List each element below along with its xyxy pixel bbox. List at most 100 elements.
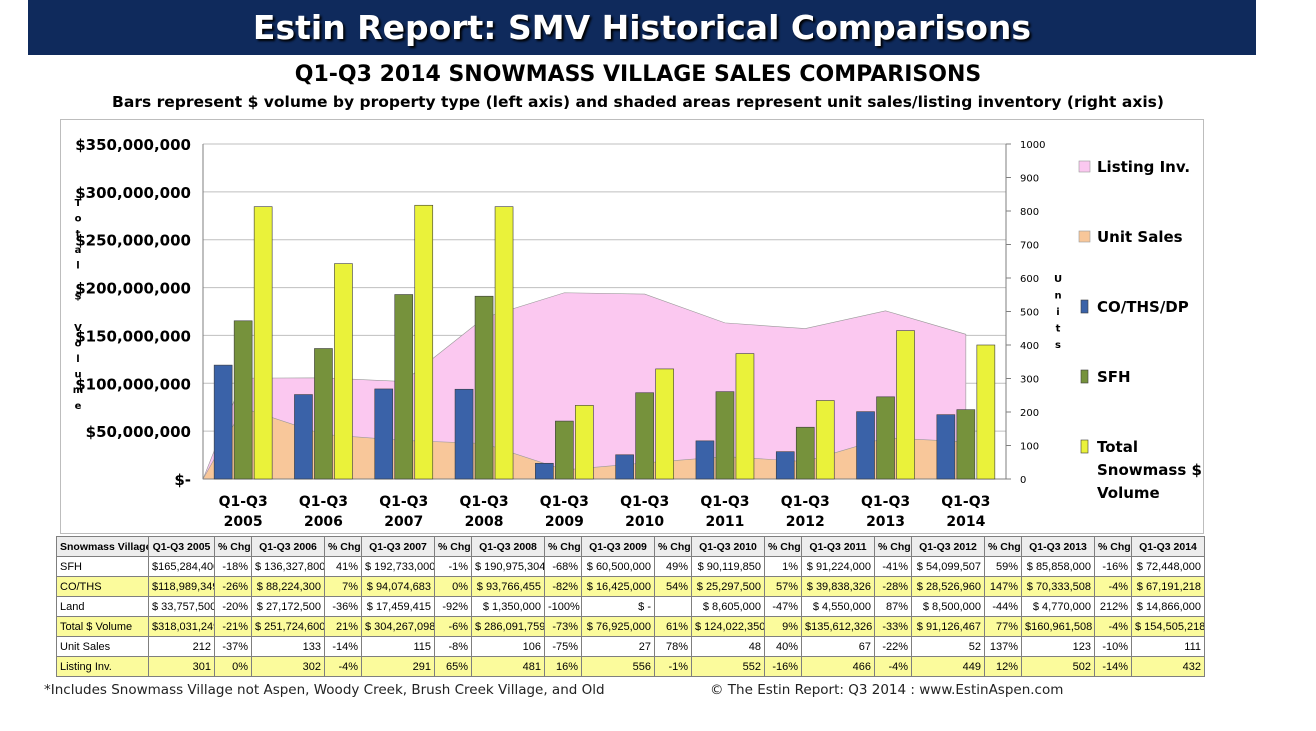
legend-swatch-unit-sales xyxy=(1078,230,1091,243)
table-cell: 466 xyxy=(801,656,875,677)
table-cell: -14% xyxy=(1094,656,1132,677)
table-cell: $ 72,448,000 xyxy=(1131,556,1205,577)
table-cell: -4% xyxy=(1094,616,1132,637)
table-column-header: % Chg xyxy=(1094,536,1132,557)
table-cell xyxy=(654,596,692,617)
table-cell: 87% xyxy=(874,596,912,617)
table-cell: 40% xyxy=(764,636,802,657)
table-column-header: % Chg xyxy=(654,536,692,557)
table-cell: $ 4,550,000 xyxy=(801,596,875,617)
table-cell: -20% xyxy=(214,596,252,617)
table-cell: -82% xyxy=(544,576,582,597)
table-cell: $ 93,766,455 xyxy=(471,576,545,597)
table-cell: 0% xyxy=(214,656,252,677)
legend-label-total-snowmass-volume: Total xyxy=(1097,438,1138,456)
table-cell: 432 xyxy=(1131,656,1205,677)
y2-tick-label: 400 xyxy=(1020,341,1039,352)
table-cell: $165,284,400 xyxy=(148,556,215,577)
y-axis-title-letter: t xyxy=(76,229,81,240)
table-row: Land $ 33,757,500 -20% $ 27,172,500 -36% $ 17… xyxy=(56,596,1205,617)
table-cell: 147% xyxy=(984,576,1022,597)
copyright: © The Estin Report: Q3 2014 : www.EstinA… xyxy=(710,682,1064,698)
table-cell: $ 8,500,000 xyxy=(911,596,985,617)
table-cell: $318,031,249 xyxy=(148,616,215,637)
legend-swatch-listing-inv xyxy=(1078,160,1091,173)
table-cell: $ 67,191,218 xyxy=(1131,576,1205,597)
table-cell: -68% xyxy=(544,556,582,577)
table-cell: $ 251,724,600 xyxy=(251,616,325,637)
table-cell: -10% xyxy=(1094,636,1132,657)
y2-tick-label: 0 xyxy=(1020,475,1026,486)
table-cell: $ 124,022,350 xyxy=(691,616,765,637)
table-cell: -1% xyxy=(434,556,472,577)
legend-label-total-snowmass-volume: Volume xyxy=(1097,484,1160,502)
y-tick-label: $200,000,000 xyxy=(75,280,191,298)
co-ths-dp-bar xyxy=(535,462,554,480)
table-row-label: Unit Sales xyxy=(56,636,149,657)
table-cell: 481 xyxy=(471,656,545,677)
table-cell: 16% xyxy=(544,656,582,677)
legend-label-unit-sales: Unit Sales xyxy=(1097,228,1183,246)
x-tick-label: Q1-Q3 xyxy=(861,494,910,510)
y2-axis-title-letter: i xyxy=(1056,307,1059,318)
sfh-bar xyxy=(715,391,735,480)
y2-tick-label: 900 xyxy=(1020,174,1039,185)
total-snowmass-volume-bar xyxy=(735,353,755,480)
total-snowmass-volume-bar xyxy=(896,330,915,480)
y-axis-title-letter: e xyxy=(75,401,82,412)
total-snowmass-volume-bar xyxy=(334,263,353,480)
co-ths-dp-bar xyxy=(936,414,956,480)
x-tick-label: 2006 xyxy=(304,514,343,530)
table-row-label: Total $ Volume xyxy=(56,616,149,637)
table-cell: $ - xyxy=(581,596,655,617)
x-tick-label: Q1-Q3 xyxy=(459,494,508,510)
x-tick-label: Q1-Q3 xyxy=(781,494,830,510)
y-axis-title-letter: o xyxy=(75,338,82,349)
total-snowmass-volume-bar xyxy=(414,204,434,480)
table-cell: $ 286,091,759 xyxy=(471,616,545,637)
table-cell: 49% xyxy=(654,556,692,577)
footnote: *Includes Snowmass Village not Aspen, Wo… xyxy=(44,682,605,698)
sfh-bar xyxy=(394,294,414,480)
table-column-header: Q1-Q3 2013 xyxy=(1021,536,1095,557)
table-row-label: CO/THS xyxy=(56,576,149,597)
legend-swatch-co-ths-dp xyxy=(1080,299,1089,314)
total-snowmass-volume-bar xyxy=(494,206,514,480)
x-tick-label: Q1-Q3 xyxy=(700,494,749,510)
table-cell: -16% xyxy=(764,656,802,677)
table-cell: 61% xyxy=(654,616,692,637)
y-tick-label: $100,000,000 xyxy=(75,375,191,393)
table-cell: -33% xyxy=(874,616,912,637)
table-cell: 123 xyxy=(1021,636,1095,657)
table-row: CO/THS $118,989,349 -26% $ 88,224,300 7% $ 94… xyxy=(56,576,1205,597)
sfh-bar xyxy=(233,320,253,480)
table-cell: -16% xyxy=(1094,556,1132,577)
y-axis-title-letter: u xyxy=(74,370,81,381)
table-cell: $ 27,172,500 xyxy=(251,596,325,617)
y-tick-label: $300,000,000 xyxy=(75,184,191,202)
sfh-bar xyxy=(956,409,976,480)
y2-tick-label: 1000 xyxy=(1020,140,1045,151)
x-tick-label: 2011 xyxy=(705,514,744,530)
y2-tick-label: 700 xyxy=(1020,241,1039,252)
legend-swatch-sfh xyxy=(1080,369,1089,384)
table-cell: 27 xyxy=(581,636,655,657)
table-row: Total $ Volume $318,031,249 -21% $ 251,724,… xyxy=(56,616,1205,637)
y-axis-title-letter: $ xyxy=(75,292,82,303)
table-cell: 111 xyxy=(1131,636,1205,657)
y2-axis-title-letter: s xyxy=(1055,340,1061,351)
table-row-label: Listing Inv. xyxy=(56,656,149,677)
table-cell: $ 60,500,000 xyxy=(581,556,655,577)
table-cell: 77% xyxy=(984,616,1022,637)
table-cell: 556 xyxy=(581,656,655,677)
table-column-header: Q1-Q3 2007 xyxy=(361,536,435,557)
table-row: Listing Inv. 301 0% 302 -4% 291 65% 481 16% 556 -1… xyxy=(56,656,1205,677)
co-ths-dp-bar xyxy=(775,451,795,480)
table-cell: 133 xyxy=(251,636,325,657)
table-header-row: Snowmass Village Q1-Q3 2005% Chg Q1-Q3 200… xyxy=(56,536,1205,557)
table-column-header: % Chg xyxy=(874,536,912,557)
y2-axis-title-letter: n xyxy=(1054,291,1061,302)
table-cell: 552 xyxy=(691,656,765,677)
y-axis-title-letter: T xyxy=(75,198,82,209)
y-tick-label: $350,000,000 xyxy=(75,136,191,154)
